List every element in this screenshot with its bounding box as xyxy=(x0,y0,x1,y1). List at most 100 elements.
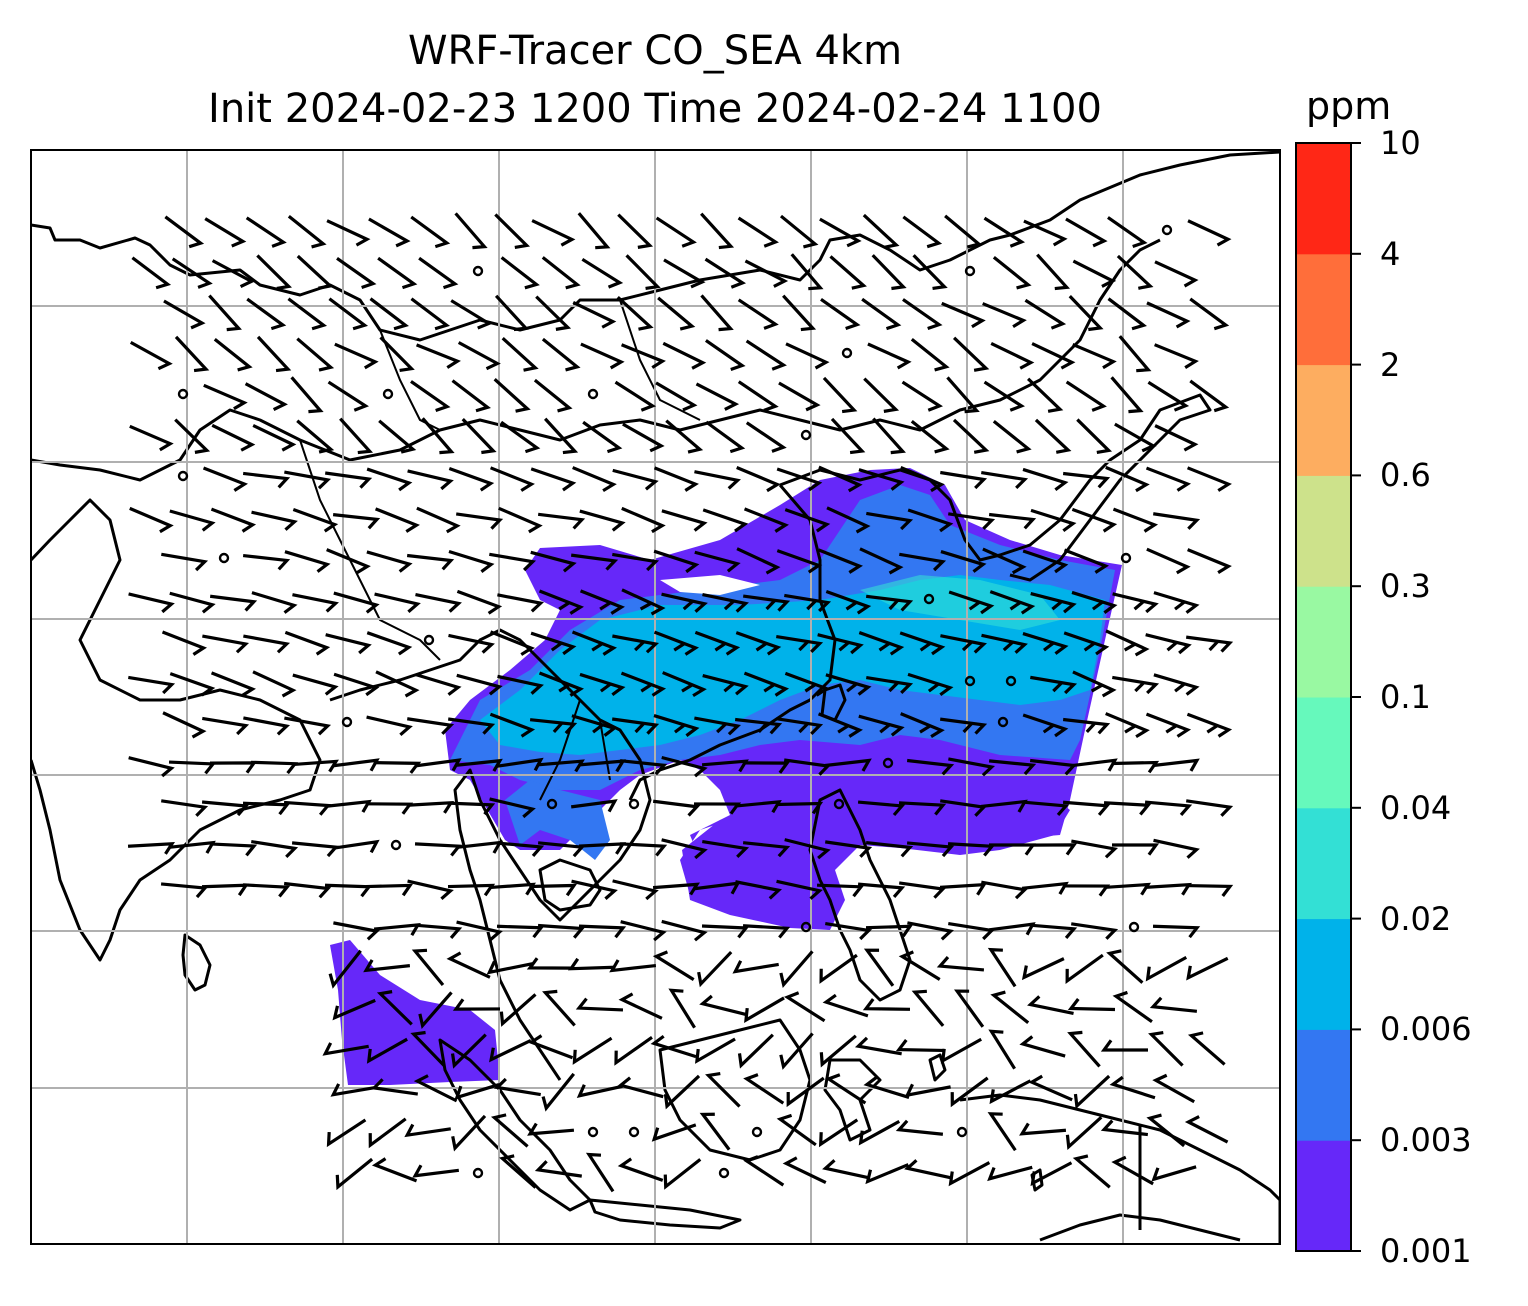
colorbar-band xyxy=(1296,1140,1351,1252)
wind-barb xyxy=(744,996,785,1024)
wind-barb xyxy=(862,213,900,249)
wind-barb xyxy=(865,924,914,938)
wind-barb xyxy=(1030,508,1077,533)
wind-barb xyxy=(489,1039,532,1063)
wind-barb xyxy=(163,299,206,330)
wind-barb xyxy=(693,802,742,815)
colorbar-band xyxy=(1296,253,1351,366)
wind-barb xyxy=(820,298,861,331)
calm-wind-marker xyxy=(628,798,640,810)
colorbar-band xyxy=(1296,807,1351,920)
wind-barb xyxy=(1111,843,1160,856)
wind-barb xyxy=(332,513,381,530)
wind-barb xyxy=(1030,1161,1073,1187)
wind-barb xyxy=(737,298,779,330)
wind-barb xyxy=(1027,995,1074,1016)
wind-barb xyxy=(529,883,578,897)
wind-barb xyxy=(989,590,1036,615)
wind-barb xyxy=(244,382,288,412)
wind-barb xyxy=(936,955,985,972)
calm-wind-marker xyxy=(997,716,1009,728)
wind-barb xyxy=(701,924,750,939)
wind-barb xyxy=(378,419,417,454)
wind-barb xyxy=(501,337,539,372)
wind-barb xyxy=(990,341,1035,370)
wind-barb xyxy=(497,757,544,772)
wind-barb xyxy=(776,717,824,735)
wind-barb xyxy=(457,341,501,371)
wind-barb xyxy=(366,467,413,492)
wind-barb xyxy=(374,592,421,614)
wind-barb xyxy=(529,718,578,735)
wind-barb xyxy=(572,1036,613,1065)
wind-barb xyxy=(895,1039,944,1053)
wind-barb xyxy=(333,921,380,941)
wind-barb xyxy=(867,342,912,370)
wind-barb xyxy=(202,466,248,492)
wind-barb xyxy=(1112,990,1153,1024)
wind-barb xyxy=(333,591,380,614)
wind-barb xyxy=(734,717,783,735)
wind-barb xyxy=(1111,1155,1154,1186)
wind-barb xyxy=(537,923,586,939)
wind-barb xyxy=(776,467,823,492)
wind-barb xyxy=(655,216,697,248)
colorbar-unit-label: ppm xyxy=(1306,84,1392,128)
wind-barb xyxy=(1152,1073,1195,1104)
wind-barb xyxy=(700,294,734,332)
wind-barb xyxy=(571,714,618,737)
wind-barb xyxy=(776,549,823,574)
wind-barb xyxy=(983,380,1025,412)
wind-barb xyxy=(745,339,787,371)
colorbar-band xyxy=(1296,143,1351,255)
wind-barb xyxy=(407,469,454,491)
colorbar-tick-label: 4 xyxy=(1380,234,1401,273)
wind-barb xyxy=(1107,297,1147,331)
wind-barb xyxy=(454,1083,500,1100)
wind-barb xyxy=(448,467,495,492)
wind-barb xyxy=(202,634,250,654)
wind-barb xyxy=(296,254,334,290)
wind-barb xyxy=(736,466,781,493)
wind-barb xyxy=(743,1155,785,1187)
wind-barb xyxy=(776,879,823,900)
wind-barb xyxy=(661,509,708,532)
wind-barb xyxy=(496,841,545,858)
wind-barb xyxy=(533,378,573,413)
wind-barb xyxy=(1072,1154,1111,1189)
wind-barb xyxy=(901,380,943,412)
wind-barb xyxy=(1019,1122,1067,1136)
wind-barb xyxy=(661,755,708,778)
wind-barb xyxy=(371,1157,418,1183)
wind-barb xyxy=(822,376,858,414)
calm-wind-marker xyxy=(800,429,812,441)
wind-barb xyxy=(486,960,533,975)
wind-barb xyxy=(1103,801,1152,816)
plume-tongue xyxy=(505,780,610,860)
wind-barb xyxy=(612,634,660,654)
wind-barb xyxy=(743,1073,785,1105)
wind-barb xyxy=(857,800,906,817)
wind-barb xyxy=(1029,843,1078,856)
wind-barb xyxy=(418,256,459,290)
wind-barb xyxy=(695,1037,736,1064)
wind-barb xyxy=(948,1161,991,1187)
wind-barb xyxy=(447,801,496,816)
calm-wind-marker xyxy=(382,388,394,400)
wind-barb xyxy=(368,1117,407,1149)
wind-barb xyxy=(699,994,746,1016)
wind-barb xyxy=(734,800,782,814)
wind-barb xyxy=(1034,418,1072,454)
wind-barb xyxy=(699,1112,731,1151)
wind-barb xyxy=(1154,343,1199,369)
colorbar-band xyxy=(1296,364,1351,476)
coastline-halmahera xyxy=(928,1053,947,1082)
wind-barb xyxy=(1149,996,1198,1013)
wind-barb xyxy=(818,465,863,493)
wind-barb xyxy=(1071,507,1118,533)
coastline-india xyxy=(31,498,322,962)
wind-barb xyxy=(825,1073,867,1105)
colorbar xyxy=(1296,143,1351,1252)
plume-tail-west xyxy=(330,940,500,1085)
